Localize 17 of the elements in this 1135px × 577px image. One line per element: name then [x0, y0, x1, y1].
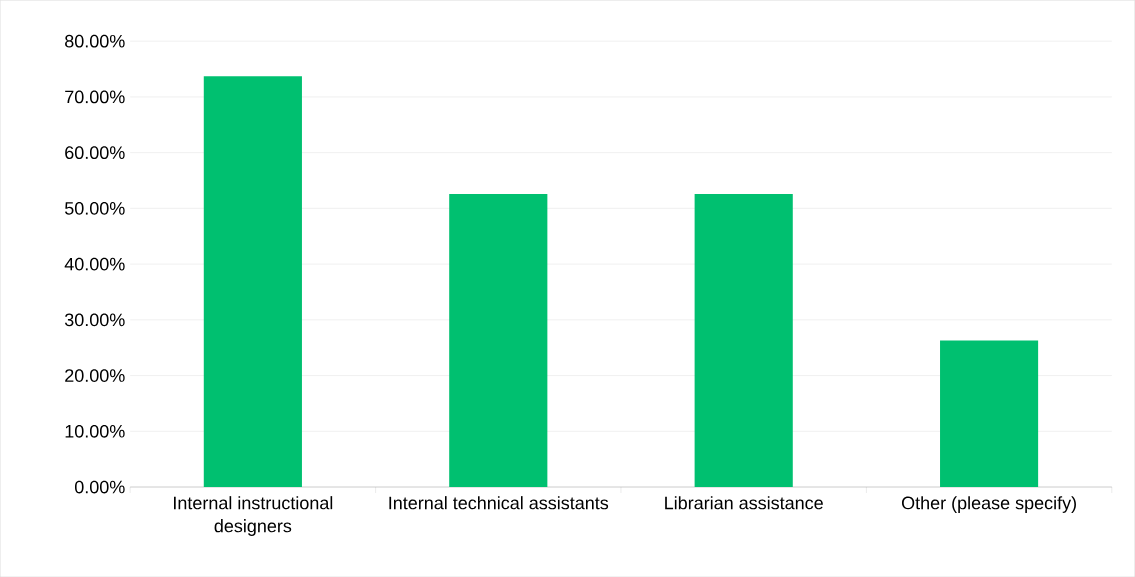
x-tick-label: Librarian assistance: [665, 496, 823, 510]
y-tick-label: 20.00%: [65, 369, 125, 382]
y-tick-label: 60.00%: [65, 146, 125, 159]
y-tick-label: 50.00%: [64, 201, 125, 215]
x-tick-label: Internal instructional designers: [174, 496, 333, 536]
y-tick-label: 80.00%: [65, 34, 125, 48]
y-tick-label: 10.00%: [65, 424, 125, 438]
bar: [940, 340, 1039, 487]
y-tick-label: 0.00%: [74, 480, 125, 494]
x-tick-label: Other (please specify): [901, 496, 1076, 513]
y-tick-label: 30.00%: [64, 313, 125, 327]
bar: [449, 193, 548, 487]
bar: [203, 76, 302, 487]
y-tick-label: 70.00%: [65, 90, 125, 104]
y-tick-label: 40.00%: [64, 257, 125, 271]
bar: [694, 193, 793, 487]
x-tick-label: Internal technical assistants: [389, 496, 609, 510]
